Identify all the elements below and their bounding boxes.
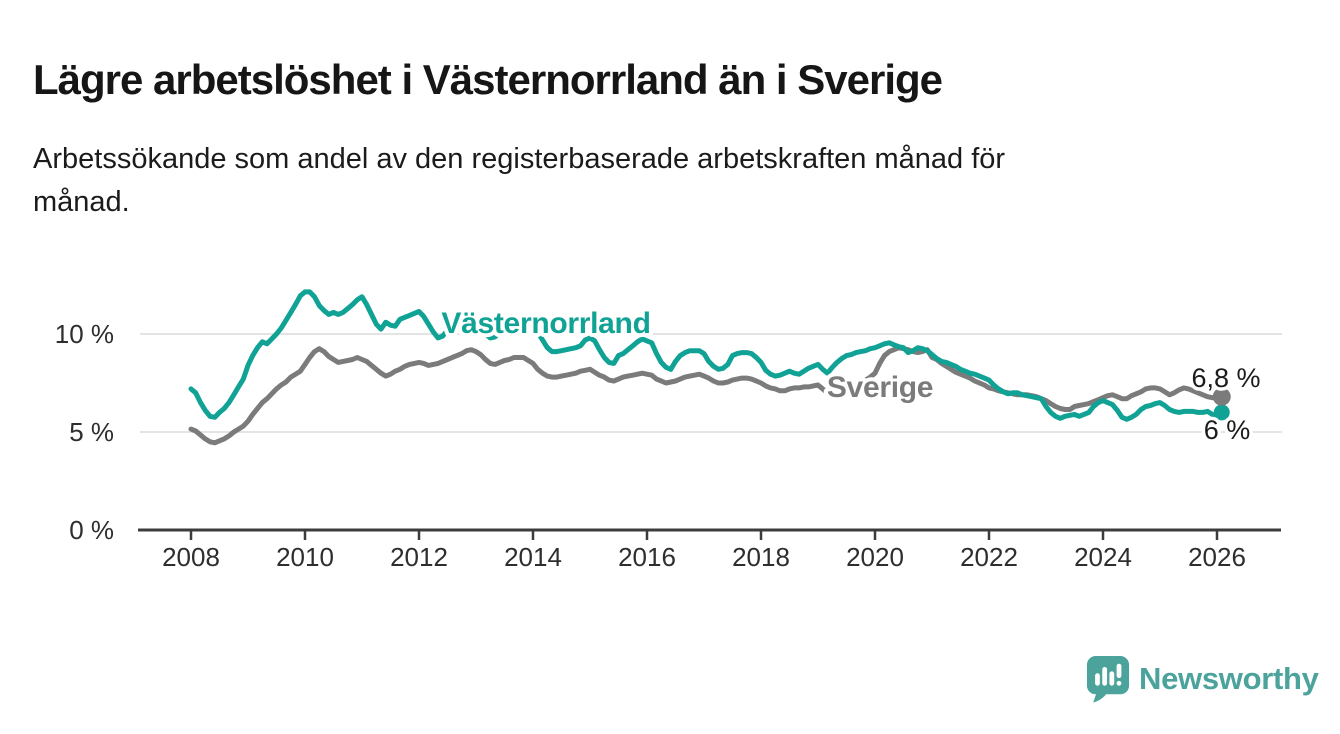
x-tick-label: 2014 [504,542,562,572]
x-tick-label: 2016 [618,542,676,572]
page-subtitle-line2: månad. [33,186,130,218]
x-tick-label: 2026 [1188,542,1246,572]
x-tick-label: 2024 [1074,542,1132,572]
page-subtitle: Arbetssökande som andel av den registerb… [33,138,1005,224]
y-tick-label: 0 % [69,515,114,545]
brand-wordmark: Newsworthy [1139,661,1319,696]
newsworthy-chart-bubble-icon [1086,656,1130,703]
x-tick-label: 2018 [732,542,790,572]
x-tick-label: 2022 [960,542,1018,572]
series-line-västernorrland [188,289,1225,422]
x-tick-label: 2012 [390,542,448,572]
x-tick-label: 2010 [276,542,334,572]
series-label-västernorrland: Västernorrland [441,307,650,340]
y-tick-label: 10 % [55,319,114,349]
series-end-value-västernorrland: 6 % [1204,415,1251,445]
page-title: Lägre arbetslöshet i Västernorrland än i… [33,56,943,104]
x-tick-label: 2008 [162,542,220,572]
newsworthy-logo: Newsworthy [1086,654,1319,704]
series-label-sverige: Sverige [827,371,933,404]
x-tick-label: 2020 [846,542,904,572]
series-end-value-sverige: 6,8 % [1191,363,1260,393]
y-tick-label: 5 % [69,417,114,447]
series-line-sverige [188,345,1225,446]
series-end-dot-sverige [1212,387,1231,406]
series-end-dot-västernorrland [1213,404,1230,421]
page-subtitle-line1: Arbetssökande som andel av den registerb… [33,143,1006,175]
